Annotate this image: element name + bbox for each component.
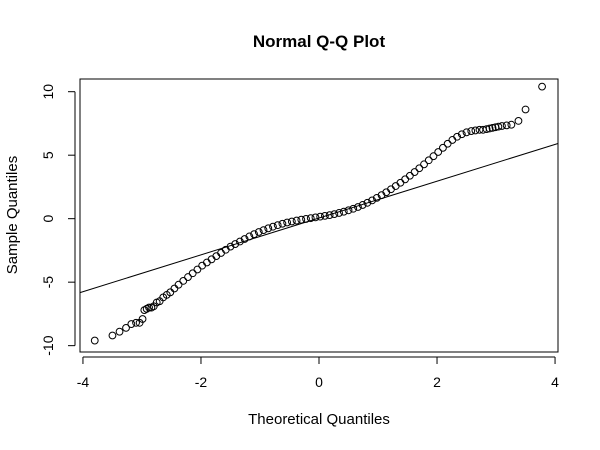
x-tick-label: 0 xyxy=(315,374,323,390)
data-point xyxy=(363,198,372,207)
data-point xyxy=(429,152,438,161)
data-point xyxy=(443,139,452,148)
data-point xyxy=(240,235,249,243)
data-point xyxy=(269,222,277,231)
y-tick-label: 5 xyxy=(40,151,56,159)
data-point xyxy=(278,219,287,228)
data-point xyxy=(405,171,414,180)
data-point xyxy=(507,120,516,129)
y-axis-label: Sample Quantiles xyxy=(4,156,21,274)
data-point xyxy=(207,255,216,264)
data-point xyxy=(488,123,497,132)
data-point xyxy=(325,211,334,220)
reference-line-layer xyxy=(79,142,559,294)
data-point xyxy=(372,193,381,202)
y-axis: -10 -5 0 5 10 xyxy=(40,84,76,356)
data-point xyxy=(170,284,179,293)
data-point xyxy=(184,273,192,281)
x-tick-label: 4 xyxy=(551,374,559,390)
data-point xyxy=(396,178,405,187)
data-point xyxy=(212,252,221,261)
data-point xyxy=(502,121,511,130)
data-point xyxy=(494,122,503,131)
data-point xyxy=(127,320,136,328)
data-point xyxy=(250,230,258,239)
data-point xyxy=(283,218,292,227)
data-point xyxy=(391,182,400,190)
data-point xyxy=(287,217,296,226)
data-point xyxy=(311,213,320,222)
data-point xyxy=(471,126,480,135)
x-axis-label: Theoretical Quantiles xyxy=(248,411,390,428)
data-point xyxy=(108,331,117,340)
data-point xyxy=(264,224,273,233)
data-point xyxy=(115,327,124,336)
data-point xyxy=(122,323,130,332)
data-point xyxy=(179,276,188,285)
data-point xyxy=(254,228,263,236)
data-point xyxy=(401,175,410,184)
data-point xyxy=(410,168,419,176)
data-point xyxy=(467,127,476,135)
data-point xyxy=(273,221,282,230)
data-point xyxy=(521,105,530,114)
y-tick-label: 0 xyxy=(40,215,56,223)
data-point xyxy=(538,82,546,91)
data-point xyxy=(485,124,494,133)
data-point xyxy=(132,318,140,327)
data-point xyxy=(424,156,433,165)
data-point xyxy=(259,226,268,235)
data-point xyxy=(448,136,457,144)
data-point xyxy=(217,249,225,257)
data-point xyxy=(231,240,240,248)
data-point xyxy=(292,216,301,225)
data-point xyxy=(498,122,506,130)
data-point xyxy=(420,160,428,169)
data-point xyxy=(138,315,147,323)
y-tick-label: -5 xyxy=(40,276,56,289)
data-point xyxy=(453,132,461,141)
data-point xyxy=(202,258,211,267)
data-point xyxy=(188,269,197,278)
data-point xyxy=(482,125,491,134)
data-point xyxy=(193,265,202,274)
data-point xyxy=(297,215,306,224)
x-axis: -4 -2 0 2 4 xyxy=(77,356,559,390)
data-point xyxy=(434,148,443,156)
data-point xyxy=(198,261,207,270)
data-point xyxy=(321,211,329,220)
y-tick-label: -10 xyxy=(40,335,56,355)
x-tick-label: 2 xyxy=(433,374,441,390)
data-point xyxy=(306,214,315,223)
x-tick-label: -4 xyxy=(77,374,90,390)
data-points xyxy=(90,82,546,345)
data-point xyxy=(174,280,183,289)
x-tick-label: -2 xyxy=(195,374,208,390)
reference-line xyxy=(79,142,559,294)
data-point xyxy=(514,117,523,125)
data-point xyxy=(415,164,424,173)
data-point xyxy=(462,128,471,137)
plot-frame xyxy=(79,78,559,353)
y-tick-label: 10 xyxy=(40,84,56,100)
chart-title: Normal Q-Q Plot xyxy=(253,32,386,51)
data-point xyxy=(439,143,447,152)
data-point xyxy=(457,130,466,139)
data-point xyxy=(90,336,99,345)
data-point xyxy=(145,303,153,312)
